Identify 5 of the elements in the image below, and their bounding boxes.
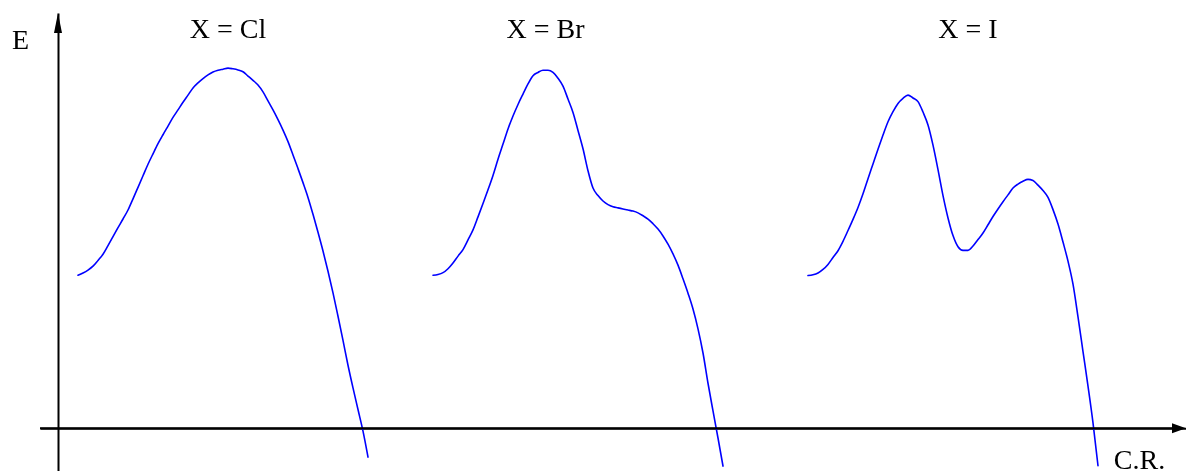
series-label: X = Cl <box>189 13 267 44</box>
x-axis-title: C.R. <box>1113 443 1166 471</box>
text: X = I <box>938 13 998 44</box>
series-label: X = Br <box>506 13 586 44</box>
y-axis-title: E <box>11 23 30 55</box>
